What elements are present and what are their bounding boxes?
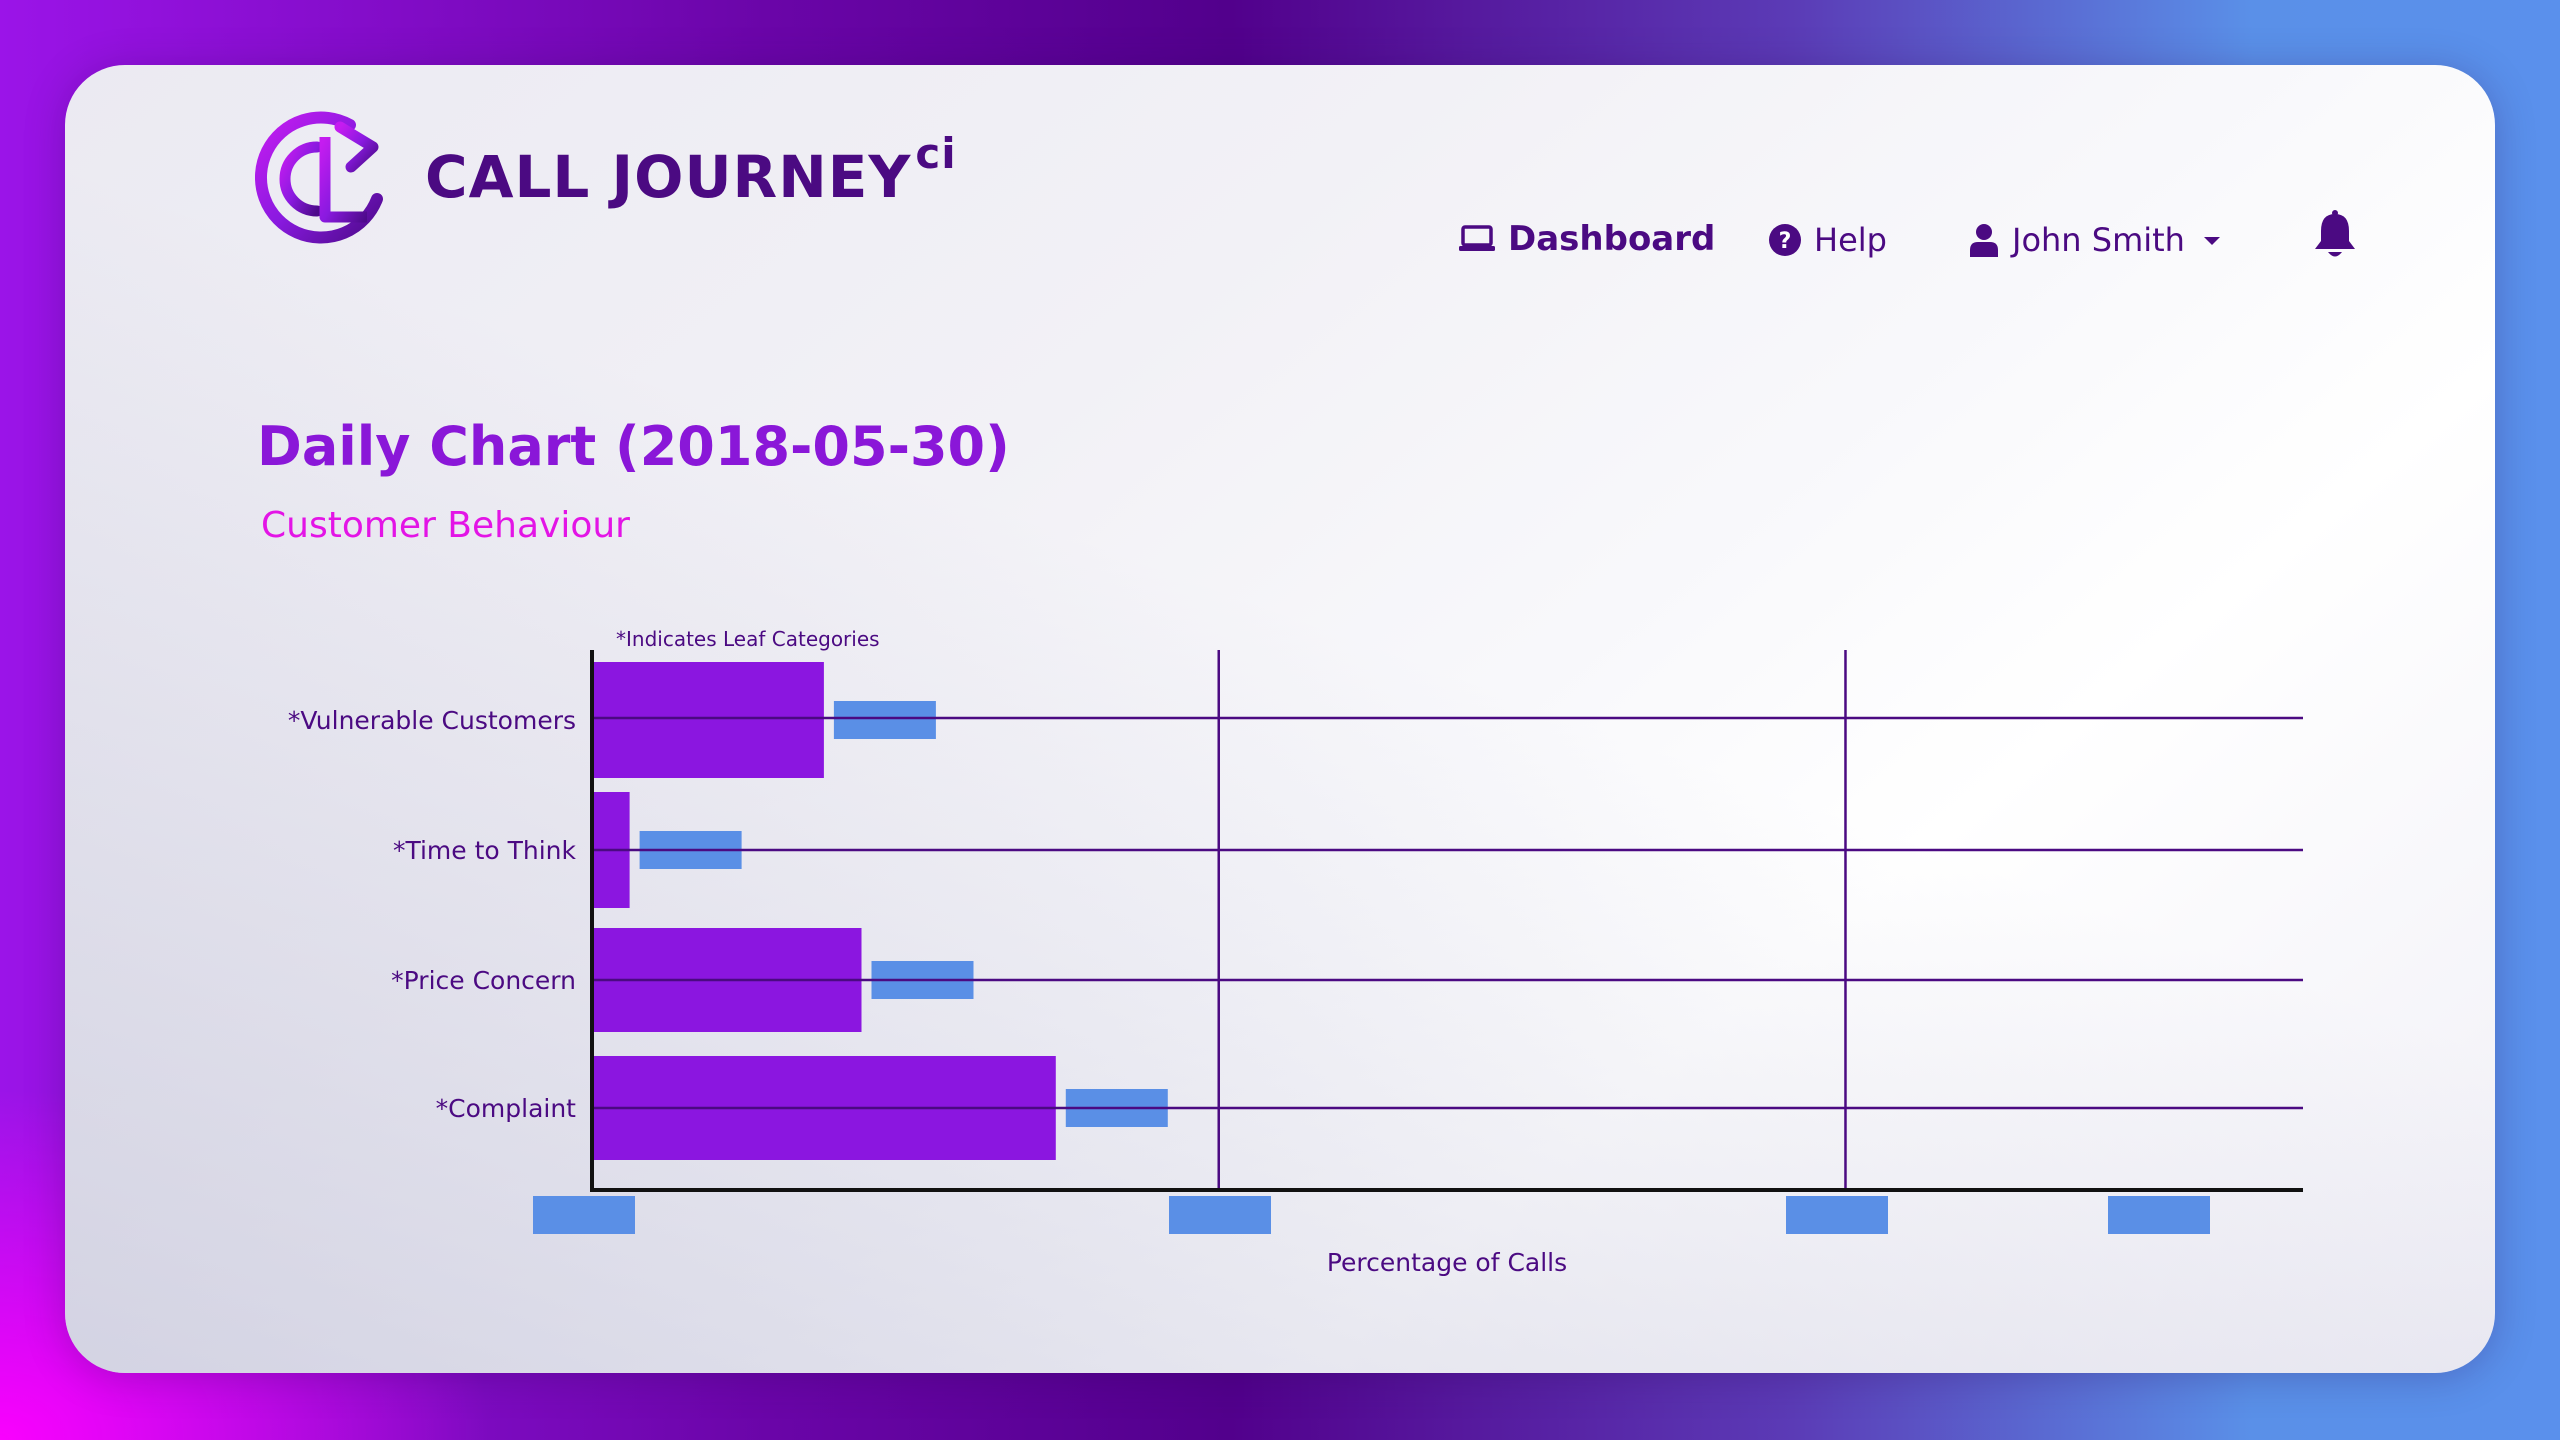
svg-text:?: ? bbox=[1779, 229, 1792, 254]
nav-help-label: Help bbox=[1814, 221, 1887, 259]
bell-icon bbox=[2315, 210, 2355, 257]
category-label: *Price Concern bbox=[391, 966, 576, 995]
call-journey-logo-icon bbox=[255, 111, 383, 244]
chart-note: *Indicates Leaf Categories bbox=[616, 627, 880, 651]
x-tick-label-box bbox=[1786, 1196, 1888, 1234]
main-card: CALL JOURNEY ci Dashboard ? Help John Smi… bbox=[65, 65, 2495, 1373]
x-tick-label-box bbox=[2108, 1196, 2210, 1234]
category-label: *Complaint bbox=[436, 1094, 577, 1123]
user-icon bbox=[1970, 224, 1998, 257]
nav-dashboard-label: Dashboard bbox=[1508, 219, 1716, 259]
category-label: *Time to Think bbox=[393, 836, 577, 865]
user-name: John Smith bbox=[2012, 221, 2185, 259]
notifications-button[interactable] bbox=[2312, 209, 2370, 261]
brand-name-text: CALL JOURNEY bbox=[425, 143, 912, 211]
x-axis-label: Percentage of Calls bbox=[1327, 1248, 1567, 1277]
laptop-icon bbox=[1459, 225, 1495, 251]
user-menu[interactable]: John Smith bbox=[1968, 221, 2225, 259]
bar-chart: *Indicates Leaf Categories *Vulnerable Cu… bbox=[288, 627, 2303, 1277]
nav-dashboard[interactable]: Dashboard bbox=[1458, 219, 1715, 259]
top-nav: Dashboard ? Help John Smith bbox=[65, 151, 2495, 259]
brand-superscript: ci bbox=[915, 129, 957, 178]
nav-help[interactable]: ? Help bbox=[1768, 221, 1887, 259]
bar-value-label-box bbox=[833, 701, 936, 739]
x-tick-label-box bbox=[533, 1196, 635, 1234]
page-subtitle: Customer Behaviour bbox=[261, 505, 630, 546]
bar bbox=[592, 662, 824, 778]
x-tick-label-box bbox=[1169, 1196, 1271, 1234]
brand-name: CALL JOURNEY ci bbox=[425, 129, 957, 211]
logo[interactable]: CALL JOURNEY ci bbox=[255, 107, 957, 247]
category-label: *Vulnerable Customers bbox=[288, 706, 576, 735]
page-title: Daily Chart (2018-05-30) bbox=[257, 415, 1010, 478]
caret-down-icon bbox=[2203, 237, 2220, 245]
question-circle-icon: ? bbox=[1769, 224, 1801, 256]
